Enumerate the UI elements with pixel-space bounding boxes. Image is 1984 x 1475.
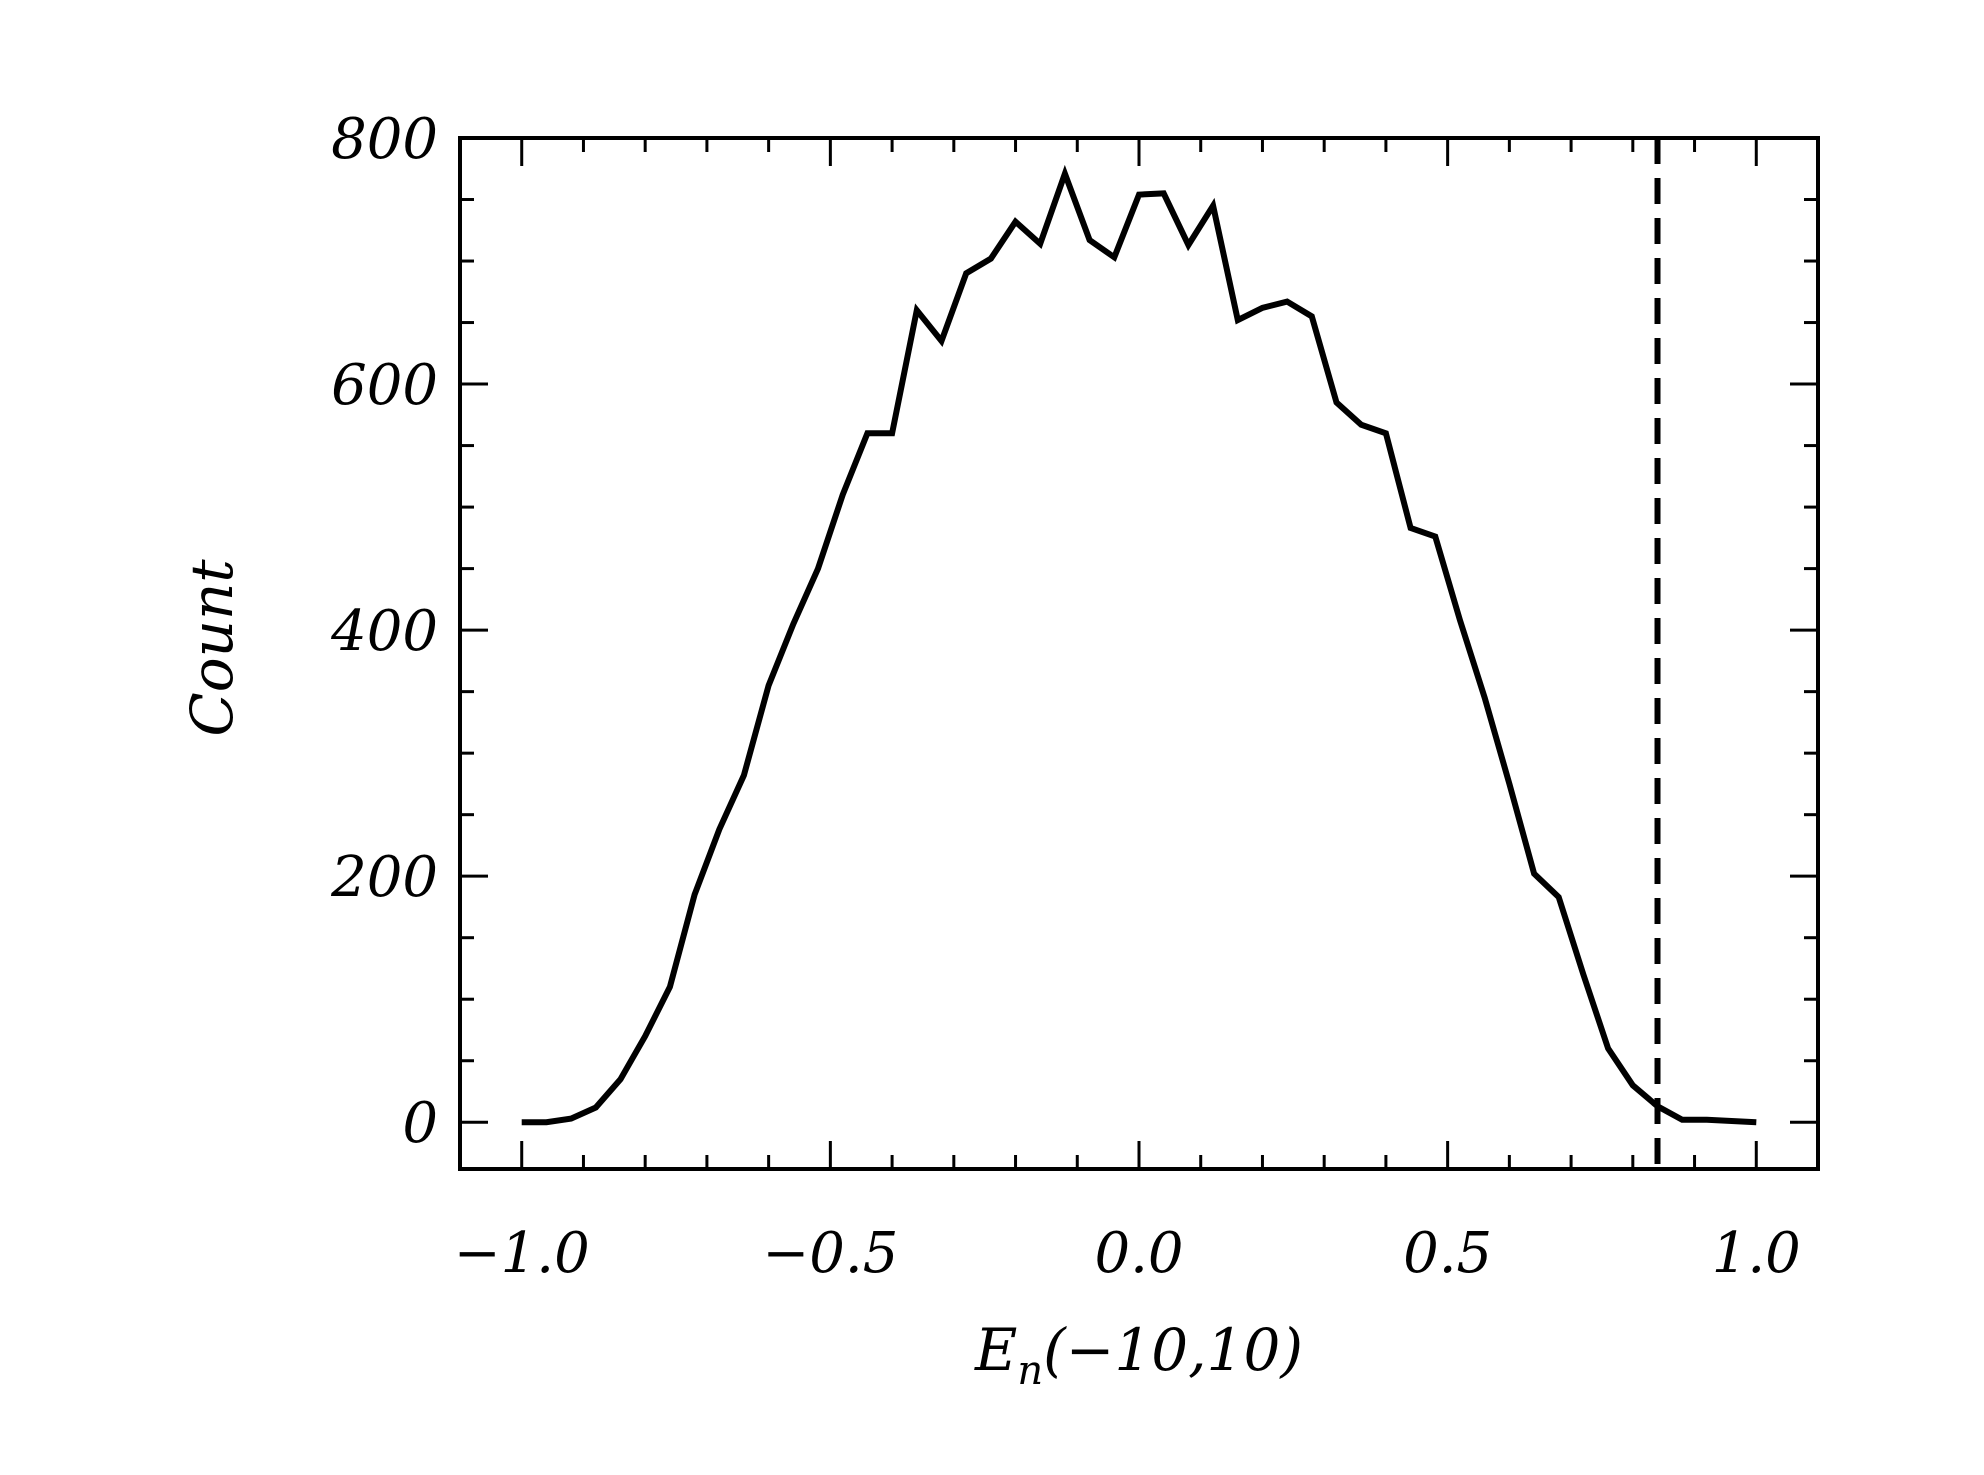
- y-axis-ticks: [460, 136, 1818, 1124]
- plot-frame: [458, 136, 1820, 1171]
- x-tick-label: 1.0: [1712, 1221, 1801, 1286]
- x-tick-label: 0.0: [1094, 1221, 1183, 1286]
- y-axis-title: Count: [178, 559, 246, 737]
- y-axis-tick-labels: 0 200 400 600 800: [330, 107, 438, 1156]
- y-tick-label: 800: [331, 107, 438, 172]
- x-tick-label: −1.0: [454, 1221, 590, 1286]
- x-axis-title-subscript: n: [1017, 1348, 1043, 1394]
- y-tick-label: 600: [331, 353, 438, 418]
- y-tick-label: 400: [330, 599, 438, 664]
- series-line: [521, 164, 1757, 1126]
- x-tick-label: 0.5: [1403, 1221, 1492, 1286]
- x-tick-label: −0.5: [762, 1221, 898, 1286]
- x-axis-title: En(−10,10): [974, 1316, 1303, 1394]
- x-axis-title-main: E: [974, 1316, 1017, 1384]
- y-tick-label: 200: [330, 845, 438, 910]
- y-tick-label: 0: [402, 1091, 438, 1156]
- x-axis-tick-labels: −1.0 −0.5 0.0 0.5 1.0: [454, 1221, 1801, 1286]
- x-axis-ticks: [520, 138, 1758, 1169]
- x-axis-title-suffix: (−10,10): [1043, 1316, 1303, 1384]
